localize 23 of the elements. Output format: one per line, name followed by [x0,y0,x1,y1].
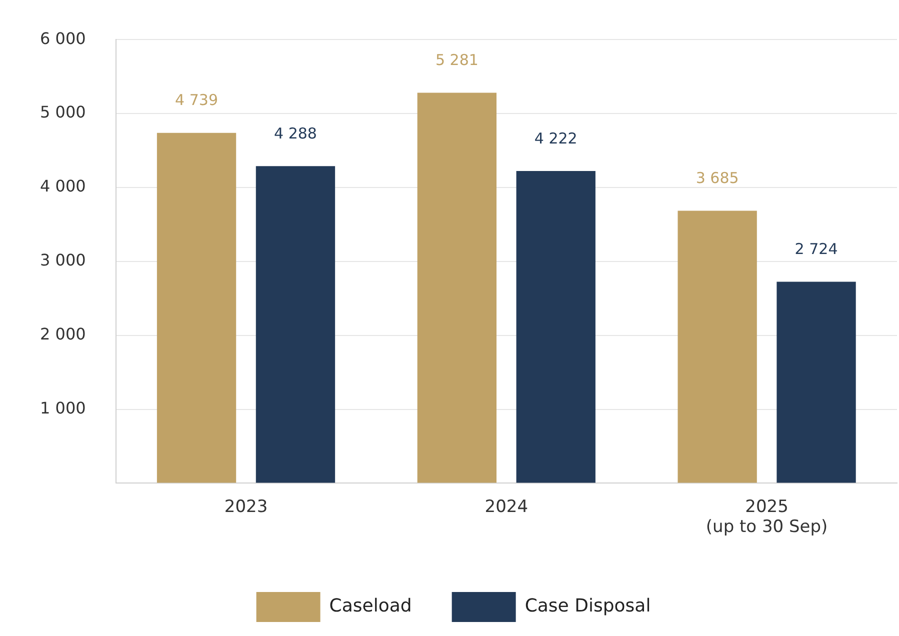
x-tick-label: 2024 [484,496,528,517]
bar [156,132,236,483]
bar [256,166,336,483]
bar [678,210,757,483]
data-label: 4 222 [534,129,578,148]
y-tick-label: 2 000 [40,324,86,344]
data-label: 5 281 [435,51,478,70]
x-tick-label: 2025 (up to 30 Sep) [706,496,828,538]
data-label: 2 724 [794,240,838,258]
x-tick-label: 2023 [224,496,268,517]
data-label: 4 288 [274,124,317,143]
bar [516,171,596,483]
data-label: 3 685 [696,169,739,188]
y-tick-label: 5 000 [40,102,86,122]
y-tick-label: 3 000 [40,250,86,270]
legend-label: Case Disposal [524,596,651,617]
y-tick-label: 1 000 [40,398,86,418]
y-tick-label: 6 000 [40,28,86,48]
bar [417,92,497,483]
y-tick-label: 4 000 [40,176,86,196]
data-label: 4 739 [175,91,218,110]
bar [776,282,856,483]
legend-label: Caseload [329,596,412,617]
